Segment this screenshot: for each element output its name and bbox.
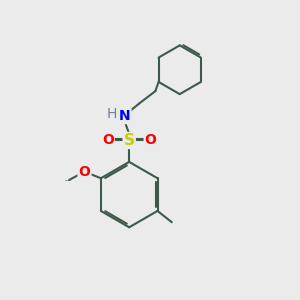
Text: O: O — [102, 134, 114, 148]
Text: methoxy: methoxy — [66, 179, 72, 181]
Text: S: S — [124, 133, 135, 148]
Text: methoxy: methoxy — [64, 179, 71, 181]
Text: H: H — [107, 107, 117, 121]
Text: O: O — [79, 165, 91, 179]
Text: O: O — [145, 134, 157, 148]
Text: N: N — [119, 109, 130, 123]
